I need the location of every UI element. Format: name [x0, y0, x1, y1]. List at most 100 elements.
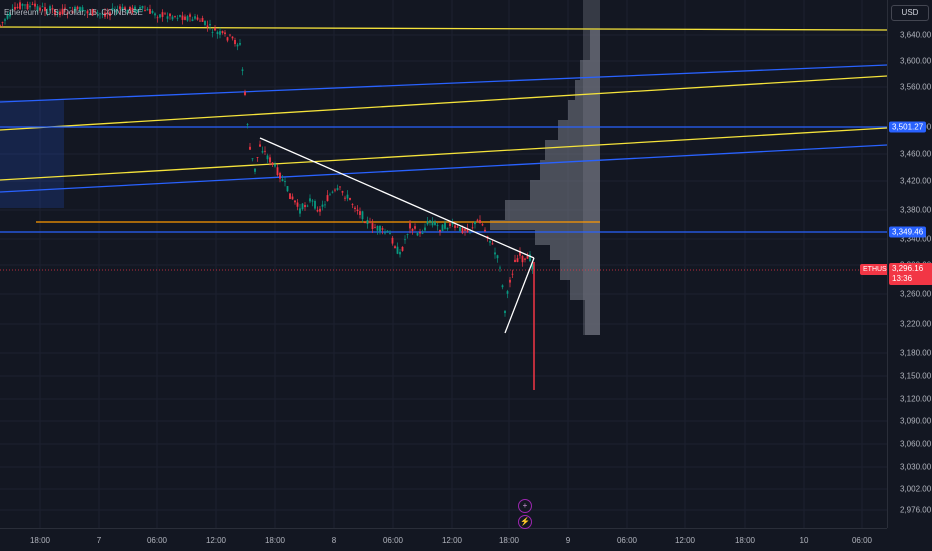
channel-line-blue-2	[0, 144, 887, 193]
candle-body	[444, 222, 446, 229]
candle-body	[516, 258, 519, 262]
candle-body	[416, 233, 419, 236]
candle-body	[161, 12, 164, 17]
candle-body	[324, 204, 326, 206]
candle-body	[241, 69, 244, 71]
chart-canvas[interactable]	[0, 0, 887, 528]
candle-body	[31, 3, 34, 5]
candle-body	[476, 219, 479, 221]
candle-body	[171, 16, 174, 20]
candle-body	[494, 252, 496, 255]
candle-body	[279, 172, 281, 179]
candle-body	[531, 264, 534, 270]
current-price-tag: 3,296.16 13:36	[889, 263, 932, 285]
candle-body	[454, 225, 456, 228]
volume-profile-value-area	[583, 0, 600, 335]
candle-body	[524, 258, 526, 260]
candle-body	[304, 205, 306, 208]
candle-body	[164, 13, 166, 15]
candle-body	[414, 226, 416, 229]
candle-body	[156, 17, 159, 19]
price-scale[interactable]: 3,640.003,600.003,560.003,510.003,460.00…	[887, 0, 932, 528]
channel-line-blue	[0, 64, 887, 103]
volume-profile-bar	[590, 30, 600, 60]
time-tick: 06:00	[851, 536, 873, 545]
candle-body	[484, 229, 486, 232]
candle-body	[154, 13, 156, 16]
candle-body	[371, 223, 374, 230]
candle-body	[89, 13, 91, 14]
candle-body	[296, 202, 299, 207]
candle-body	[394, 246, 396, 248]
candle-body	[221, 31, 224, 33]
currency-button[interactable]: USD	[891, 5, 929, 21]
time-tick: 12:00	[205, 536, 227, 545]
time-tick: 06:00	[382, 536, 404, 545]
price-tick: 3,260.00	[900, 289, 932, 299]
symbol-price-tag: ETHUSD	[860, 264, 887, 275]
candle-body	[311, 200, 314, 202]
candle-body	[381, 228, 384, 230]
time-tick: 06:00	[616, 536, 638, 545]
candle-body	[121, 7, 124, 12]
candle-body	[36, 6, 39, 12]
candle-body	[529, 254, 531, 262]
candle-body	[379, 226, 381, 232]
candle-body	[124, 7, 126, 10]
candle-body	[44, 7, 46, 12]
candle-body	[96, 12, 99, 14]
candle-body	[246, 124, 249, 125]
candle-body	[321, 204, 324, 207]
volume-profile-bar	[570, 280, 600, 300]
candle-body	[169, 13, 171, 17]
candle-body	[506, 291, 509, 294]
candle-body	[404, 239, 406, 241]
time-tick: 7	[96, 536, 102, 545]
candle-body	[491, 243, 494, 245]
candle-body	[21, 4, 24, 6]
level-line-yellow-top	[0, 26, 887, 31]
price-tick: 3,420.00	[900, 176, 932, 186]
chart-plot-area[interactable]: Ethereum / U.S. Dollar, 15, COINBASE ETH…	[0, 0, 887, 528]
candle-body	[451, 222, 454, 225]
lightning-icon[interactable]: ⚡	[518, 515, 532, 529]
candle-body	[286, 186, 289, 192]
candle-body	[104, 12, 106, 17]
bar-countdown: 13:36	[892, 274, 913, 283]
candle-body	[439, 229, 441, 232]
candle-body	[189, 14, 191, 17]
candle-body	[449, 223, 451, 226]
candle-body	[206, 25, 209, 28]
candle-body	[144, 10, 146, 11]
time-tick: 9	[565, 536, 571, 545]
candle-body	[284, 181, 286, 183]
volume-profile-bar	[540, 160, 600, 180]
candle-body	[481, 224, 484, 226]
candle-body	[301, 203, 304, 210]
candle-body	[374, 227, 376, 229]
candle-body	[386, 230, 389, 233]
candle-body	[489, 240, 491, 243]
candle-body	[259, 144, 261, 147]
candle-body	[519, 251, 521, 256]
volume-profile-bar	[535, 230, 600, 245]
candle-body	[239, 43, 241, 45]
symbol-legend[interactable]: Ethereum / U.S. Dollar, 15, COINBASE	[4, 8, 143, 17]
candle-body	[496, 255, 499, 259]
candle-body	[1, 22, 4, 23]
candle-body	[336, 188, 339, 190]
candle-body	[139, 7, 141, 9]
plus-circle-icon[interactable]: +	[518, 499, 532, 513]
candle-body	[514, 259, 516, 263]
price-tick: 3,460.00	[900, 149, 932, 159]
candle-body	[174, 16, 176, 18]
candle-body	[521, 256, 524, 263]
time-scale[interactable]: 18:00 7 06:00 12:00 18:00 8 06:00 12:00 18:00 9 06…	[0, 528, 887, 551]
candle-body	[131, 7, 134, 13]
trendline-descending	[259, 137, 535, 259]
candle-body	[329, 194, 331, 196]
candle-body	[134, 6, 136, 12]
candle-body	[0, 24, 1, 26]
candle-body	[46, 12, 49, 14]
time-tick: 18:00	[498, 536, 520, 545]
